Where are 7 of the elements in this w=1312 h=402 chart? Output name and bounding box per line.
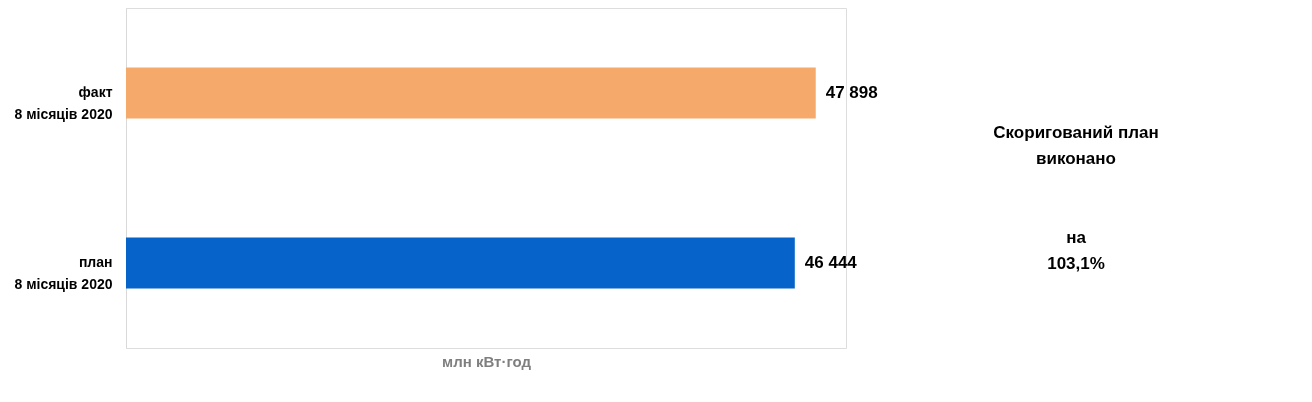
data-label: 46 444 <box>804 253 858 272</box>
y-tick-label: план 8 місяців 2020 <box>14 254 113 292</box>
x-axis-title: млн кВт·год <box>442 352 532 370</box>
y-tick-label: факт 8 місяців 2020 <box>14 84 113 122</box>
text: на 103,1% <box>1047 228 1105 273</box>
data-label: 47 898 <box>825 83 878 102</box>
text: Скоригований план виконано <box>993 123 1159 168</box>
